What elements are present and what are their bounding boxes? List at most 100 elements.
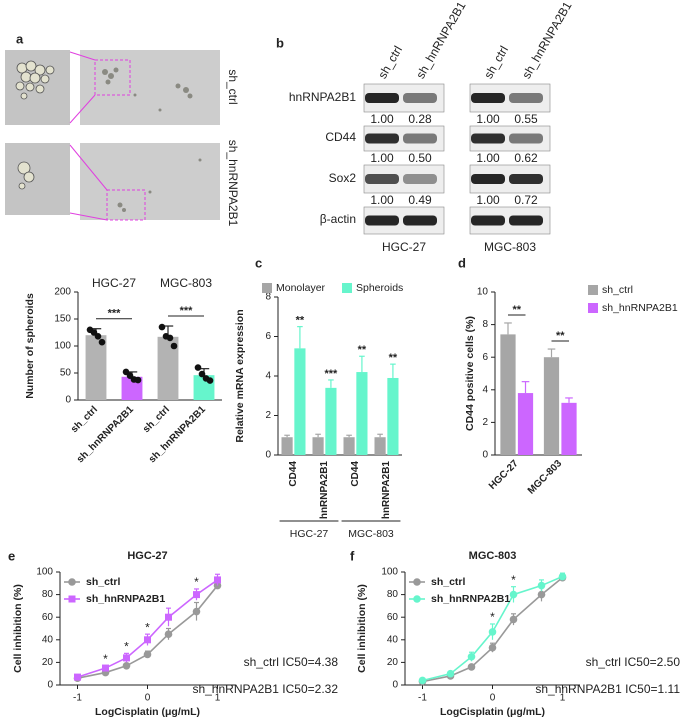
- data-point: [102, 664, 109, 672]
- band: [509, 215, 543, 226]
- significance: *: [145, 620, 150, 634]
- data-point: [122, 661, 131, 670]
- quantification: 0.72: [514, 193, 538, 207]
- x-tick-label: 1: [215, 693, 221, 704]
- x-tick-label: 0: [145, 693, 151, 704]
- significance: ***: [324, 368, 338, 380]
- quantification: 0.28: [408, 112, 432, 126]
- y-tick-label: 4: [482, 384, 488, 395]
- significance: *: [103, 652, 108, 666]
- band: [403, 133, 437, 144]
- quantification: 0.50: [408, 151, 432, 165]
- x-tick-label: CD44: [350, 461, 361, 487]
- zoom-image: [5, 143, 70, 215]
- y-axis-label: Cell inhibition (%): [356, 584, 368, 673]
- x-tick-label: 0: [490, 693, 496, 704]
- row-label: sh_hnRNPA2B1: [226, 140, 240, 227]
- band: [403, 215, 437, 226]
- legend-marker: [68, 578, 76, 586]
- bar: [374, 437, 386, 455]
- data-point: [537, 590, 546, 599]
- y-tick-label: 8: [482, 319, 488, 330]
- band: [403, 93, 437, 103]
- y-tick-label: 100: [36, 567, 53, 578]
- data-point: [98, 338, 106, 346]
- data-point: [192, 607, 201, 616]
- significance: *: [490, 610, 495, 624]
- data-point: [143, 650, 152, 659]
- protein-label: CD44: [325, 130, 356, 144]
- quantification: 0.55: [514, 112, 538, 126]
- significance: **: [512, 304, 521, 316]
- bar: [561, 402, 577, 455]
- legend-label: sh_ctrl: [86, 576, 121, 588]
- zoom-line: [69, 94, 96, 124]
- data-point: [214, 576, 221, 584]
- legend-label: sh_ctrl: [602, 284, 633, 296]
- quantification: 0.49: [408, 193, 432, 207]
- quantification: 1.00: [370, 193, 394, 207]
- y-tick-label: 100: [54, 341, 71, 352]
- y-tick-label: 0: [47, 680, 53, 691]
- x-tick-label: CD44: [288, 461, 299, 487]
- data-point: [158, 323, 166, 331]
- significance: **: [358, 344, 367, 356]
- y-axis-label: Relative mRNA expression: [234, 309, 246, 442]
- x-tick-label: sh_ctrl: [141, 404, 172, 435]
- cell-line-label: HGC-27: [382, 240, 426, 254]
- y-tick-label: 80: [387, 589, 399, 600]
- bar: [325, 387, 337, 455]
- quantification: 0.62: [514, 151, 538, 165]
- protein-label: Sox2: [329, 171, 357, 185]
- legend-label: sh_ctrl: [431, 576, 466, 588]
- spheroid: [17, 161, 35, 190]
- legend-marker: [413, 578, 421, 586]
- annotation: sh_hnRNPA2B1 IC50=1.11: [535, 682, 680, 696]
- legend-label: sh_hnRNPA2B1: [86, 593, 165, 605]
- data-point: [74, 673, 81, 681]
- y-tick-label: 20: [387, 657, 399, 668]
- legend-swatch: [588, 285, 598, 295]
- protein-label: β-actin: [320, 212, 356, 226]
- group-label: HGC-27: [290, 528, 329, 540]
- annotation: sh_ctrl IC50=4.38: [244, 655, 339, 669]
- y-tick-label: 2: [482, 417, 488, 428]
- lane-label: sh_ctrl: [481, 43, 511, 81]
- x-tick-label: hnRNPA2B1: [319, 461, 330, 520]
- x-axis-label: LogCisplatin (μg/mL): [95, 706, 200, 718]
- y-tick-label: 50: [60, 368, 72, 379]
- bar: [294, 348, 306, 455]
- cell-line-label: MGC-803: [484, 240, 536, 254]
- chart-title: MGC-803: [469, 550, 517, 562]
- band: [471, 174, 505, 184]
- bar: [543, 357, 560, 455]
- lane-label: sh_ctrl: [375, 43, 405, 81]
- data-point: [467, 663, 476, 671]
- data-point: [165, 613, 172, 621]
- annotation: sh_ctrl IC50=2.50: [586, 655, 681, 669]
- data-point: [509, 615, 518, 624]
- y-tick-label: 4: [265, 371, 271, 382]
- y-tick-label: 60: [387, 612, 399, 623]
- y-tick-label: 20: [42, 657, 54, 668]
- y-tick-label: 6: [265, 331, 271, 342]
- row-label: sh_ctrl: [226, 69, 240, 104]
- data-point: [194, 364, 202, 371]
- y-axis-label: Number of spheroids: [24, 293, 36, 399]
- legend-label: Spheroids: [356, 282, 403, 294]
- quantification: 1.00: [476, 193, 500, 207]
- significance: ***: [108, 308, 122, 320]
- quantification: 1.00: [476, 151, 500, 165]
- legend-marker: [68, 595, 76, 603]
- chart-title: HGC-27: [127, 550, 167, 562]
- lane-label: sh_hnRNPA2B1: [413, 0, 469, 81]
- panel-label: c: [255, 255, 262, 270]
- y-axis-label: Cell inhibition (%): [12, 584, 24, 673]
- y-tick-label: 8: [265, 292, 271, 303]
- data-point: [509, 590, 518, 599]
- bar: [517, 393, 534, 455]
- data-point: [418, 676, 427, 685]
- x-tick-label: hnRNPA2B1: [381, 461, 392, 520]
